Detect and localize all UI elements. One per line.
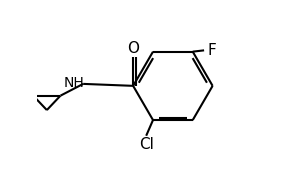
Text: F: F bbox=[207, 43, 216, 58]
Text: O: O bbox=[127, 41, 139, 56]
Text: NH: NH bbox=[64, 76, 84, 90]
Text: Cl: Cl bbox=[139, 137, 154, 152]
